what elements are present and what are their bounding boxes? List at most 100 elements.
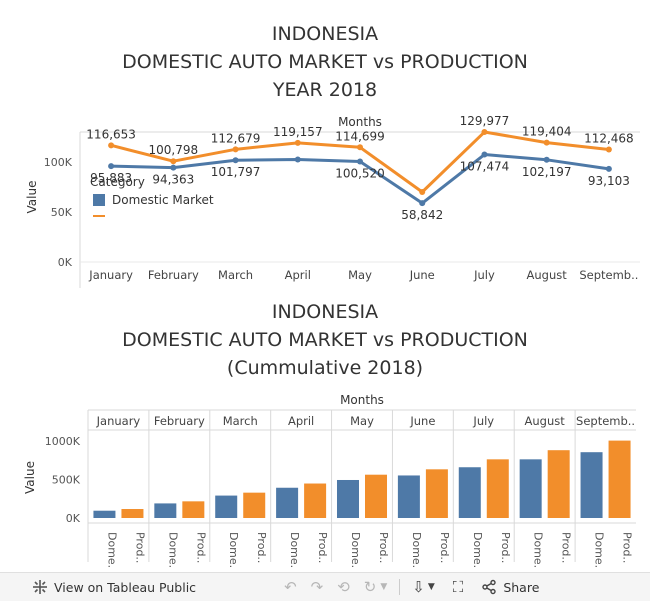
- bar-sub-label: Prod..: [255, 532, 268, 563]
- bar-sub-label: Prod..: [316, 532, 329, 563]
- bar-month-header: February: [154, 414, 205, 428]
- tableau-logo-icon: [33, 580, 47, 594]
- bar-sub-label: Prod..: [499, 532, 512, 563]
- bar-production: [182, 501, 205, 518]
- bar-month-header: January: [96, 414, 141, 428]
- fullscreen-icon[interactable]: ⛶: [452, 578, 464, 596]
- bar-chart[interactable]: Months Value 1000K 500K 0K January Dome.. Prod.…: [0, 390, 650, 568]
- data-point: [170, 164, 177, 171]
- line-x-tick-label: May: [348, 268, 372, 282]
- download-dropdown-icon[interactable]: ▼: [427, 582, 435, 592]
- bar-domestic: [458, 467, 481, 518]
- line-title-line-3: YEAR 2018: [272, 79, 378, 101]
- bar-month-header: Septemb..: [576, 414, 635, 428]
- share-icon: [482, 579, 497, 595]
- data-label: 100,520: [335, 166, 385, 180]
- data-point: [605, 165, 612, 172]
- data-label: 119,157: [273, 125, 323, 139]
- data-label: 112,468: [584, 132, 634, 146]
- data-point: [543, 156, 550, 163]
- data-label: 93,103: [588, 174, 630, 188]
- bar-domestic: [580, 452, 603, 518]
- bar-sub-label: Dome..: [532, 532, 545, 568]
- line-x-tick-label: April: [285, 268, 311, 282]
- data-point: [294, 156, 301, 163]
- bar-month-header: July: [472, 414, 494, 428]
- bar-title-line-3: (Cummulative 2018): [226, 357, 424, 379]
- line-x-tick-label: August: [527, 268, 568, 282]
- data-point: [232, 157, 239, 164]
- bar-month-header: May: [350, 414, 374, 428]
- data-point: [357, 158, 363, 165]
- line-x-tick-label: July: [473, 268, 495, 282]
- tableau-toolbar: View on Tableau Public ↶ ↷ ⟲ ↻ ▼ ⇩ ▼ ⛶ S…: [0, 572, 650, 601]
- data-point: [294, 139, 301, 146]
- data-label: 116,653: [86, 127, 136, 141]
- data-label: 119,404: [522, 125, 572, 139]
- line-chart[interactable]: Months Value 100K 50K 0K January February March…: [0, 110, 650, 290]
- bar-sub-label: Prod..: [560, 532, 573, 563]
- bar-sub-label: Prod..: [133, 532, 146, 563]
- bar-title-line-1: INDONESIA: [271, 301, 379, 323]
- undo-icon[interactable]: ↶: [284, 578, 297, 596]
- line-y-tick-label: 0K: [58, 256, 73, 269]
- data-label: 95,883: [90, 171, 132, 185]
- bar-column-header: Months: [340, 393, 384, 407]
- bar-production: [608, 440, 631, 518]
- line-y-tick-label: 50K: [51, 206, 73, 219]
- data-point: [605, 146, 612, 153]
- bar-domestic: [276, 487, 299, 518]
- refresh-dropdown-icon[interactable]: ▼: [380, 582, 388, 592]
- bar-y-axis-label: Value: [23, 461, 37, 494]
- view-on-tableau-button[interactable]: View on Tableau Public: [32, 579, 196, 595]
- bar-sub-label: Prod..: [621, 532, 634, 563]
- line-y-tick-label: 100K: [44, 156, 73, 169]
- data-point: [170, 158, 177, 165]
- bar-sub-label: Dome..: [593, 532, 606, 568]
- line-x-tick-label: Septemb..: [579, 268, 638, 282]
- data-label: 101,797: [211, 165, 261, 179]
- bar-sub-label: Dome..: [471, 532, 484, 568]
- bar-sub-label: Dome..: [105, 532, 118, 568]
- bar-domestic: [397, 475, 420, 518]
- share-label: Share: [503, 579, 540, 595]
- redo-icon[interactable]: ↷: [310, 578, 324, 596]
- bar-sub-label: Prod..: [377, 532, 390, 563]
- bar-sub-label: Prod..: [438, 532, 451, 563]
- bar-production: [365, 474, 388, 518]
- data-point: [419, 189, 426, 195]
- line-chart-title: INDONESIA DOMESTIC AUTO MARKET vs PRODUC…: [0, 20, 650, 104]
- bar-production: [547, 450, 570, 518]
- bar-domestic: [215, 495, 238, 518]
- data-point: [232, 146, 239, 153]
- download-icon[interactable]: ⇩: [412, 578, 425, 596]
- line-x-tick-label: June: [409, 268, 435, 282]
- data-label: 114,699: [335, 129, 385, 143]
- bar-y-tick-label: 500K: [52, 474, 81, 487]
- revert-icon[interactable]: ⟲: [337, 578, 350, 596]
- data-point: [108, 163, 115, 170]
- line-x-tick-label: February: [148, 268, 199, 282]
- toolbar-separator: [399, 579, 401, 595]
- line-column-header: Months: [338, 115, 382, 129]
- data-label: 129,977: [460, 114, 510, 128]
- bar-sub-label: Prod..: [194, 532, 207, 563]
- data-label: 100,798: [149, 143, 199, 157]
- bar-production: [243, 492, 266, 518]
- bar-domestic: [336, 479, 359, 518]
- bar-chart-title: INDONESIA DOMESTIC AUTO MARKET vs PRODUC…: [0, 298, 650, 382]
- data-point: [108, 142, 115, 149]
- line-title-line-2: DOMESTIC AUTO MARKET vs PRODUCTION: [122, 51, 528, 73]
- bar-production: [486, 459, 509, 518]
- data-label: 112,679: [211, 131, 261, 145]
- refresh-icon[interactable]: ↻: [363, 578, 377, 596]
- legend-label-domestic: Domestic Market: [112, 193, 214, 207]
- data-point: [481, 129, 488, 136]
- bar-y-tick-label: 0K: [66, 512, 81, 525]
- bar-month-header: March: [223, 414, 258, 428]
- bar-month-header: June: [409, 414, 435, 428]
- share-button[interactable]: Share: [481, 579, 539, 595]
- bar-domestic: [519, 459, 542, 518]
- data-point: [419, 200, 426, 207]
